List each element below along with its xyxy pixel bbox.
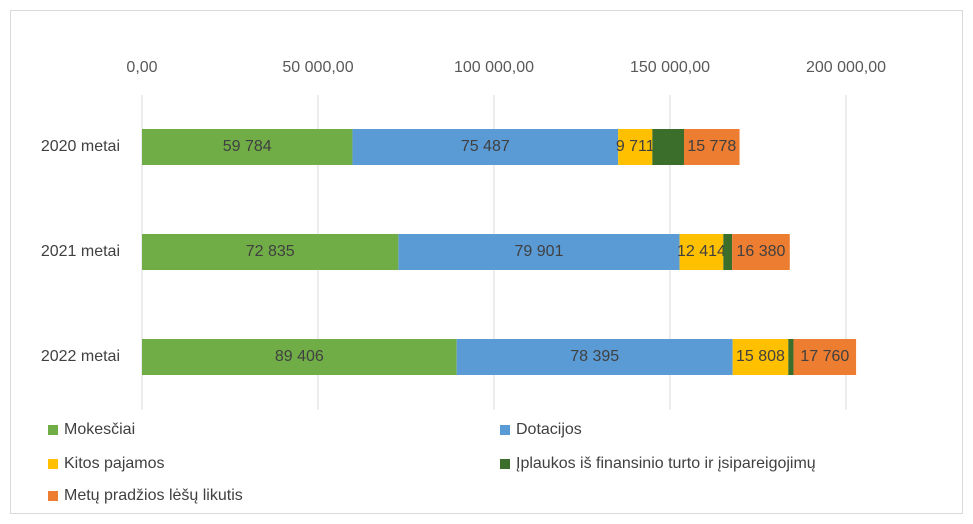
legend-label: Įplaukos iš finansinio turto ir įsiparei… xyxy=(516,455,816,472)
bar-segment xyxy=(352,129,619,165)
data-label: 15 778 xyxy=(687,138,736,155)
data-label: 59 784 xyxy=(223,138,272,155)
bar-segment xyxy=(723,234,733,270)
bar-segment xyxy=(732,339,789,375)
data-label: 79 901 xyxy=(515,243,564,260)
bar-segment xyxy=(456,339,733,375)
x-tick-label: 150 000,00 xyxy=(630,59,710,76)
bar-segment xyxy=(652,129,685,165)
data-label: 15 808 xyxy=(736,348,785,365)
bar-segment xyxy=(142,129,353,165)
x-tick-label: 50 000,00 xyxy=(282,59,353,76)
bar-segment xyxy=(788,339,794,375)
data-label: 9 711 xyxy=(616,138,655,155)
bar-segment xyxy=(618,129,653,165)
legend-label: Dotacijos xyxy=(516,421,582,438)
data-label: 17 760 xyxy=(800,348,849,365)
bar-segment xyxy=(142,339,457,375)
legend-swatch xyxy=(500,425,510,435)
bar-segment xyxy=(684,129,740,165)
data-label: 72 835 xyxy=(246,243,295,260)
data-label: 12 414 xyxy=(677,243,726,260)
data-label: 75 487 xyxy=(461,138,510,155)
legend-swatch xyxy=(48,459,58,469)
y-tick-label: 2021 metai xyxy=(41,243,120,260)
bar-segment xyxy=(793,339,857,375)
data-label: 89 406 xyxy=(275,348,324,365)
legend-swatch xyxy=(48,491,58,501)
legend-label: Metų pradžios lėšų likutis xyxy=(64,487,243,504)
bar-segment xyxy=(732,234,790,270)
data-label: 16 380 xyxy=(736,243,785,260)
bar-segment xyxy=(679,234,724,270)
y-tick-label: 2022 metai xyxy=(41,348,120,365)
x-tick-label: 100 000,00 xyxy=(454,59,534,76)
y-tick-label: 2020 metai xyxy=(41,138,120,155)
legend-label: Kitos pajamos xyxy=(64,455,165,472)
x-tick-label: 0,00 xyxy=(126,59,157,76)
data-label: 78 395 xyxy=(570,348,619,365)
bar-segment xyxy=(398,234,680,270)
bar-segment xyxy=(142,234,399,270)
x-tick-label: 200 000,00 xyxy=(806,59,886,76)
legend-label: Mokesčiai xyxy=(64,421,135,438)
legend-swatch xyxy=(500,459,510,469)
legend-swatch xyxy=(48,425,58,435)
